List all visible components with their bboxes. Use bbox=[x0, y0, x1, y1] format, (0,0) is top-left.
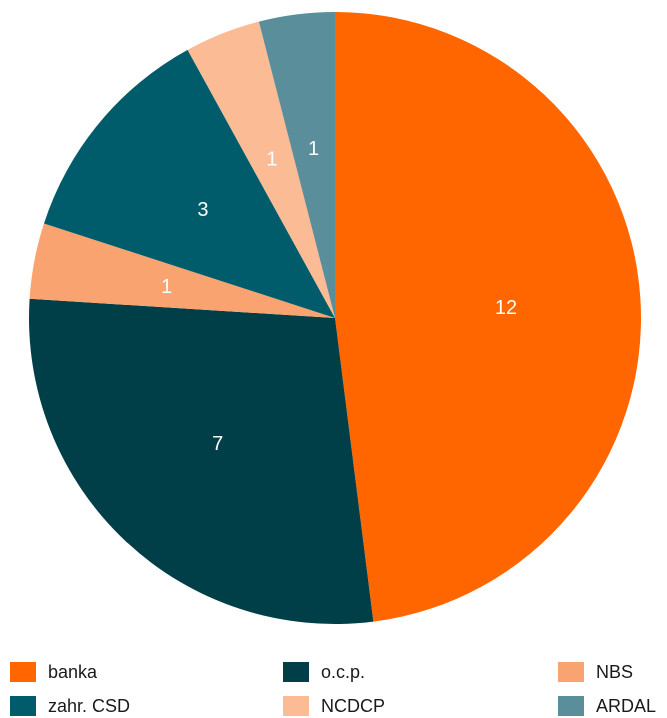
legend-swatch-ocp bbox=[283, 662, 309, 682]
pie-slice-nbs bbox=[29, 223, 335, 318]
legend-swatch-zahr-csd bbox=[10, 696, 36, 716]
data-label-nbs: 1 bbox=[161, 276, 172, 298]
data-label-zahr-csd: 3 bbox=[197, 199, 208, 221]
pie-slice-zahr-csd bbox=[43, 49, 335, 318]
data-label-o-c-p: 7 bbox=[212, 433, 223, 455]
pie-slices bbox=[29, 12, 642, 624]
pie-slice-banka bbox=[335, 12, 642, 622]
legend-swatch-ncdcp bbox=[283, 696, 309, 716]
pie-slice-o-c-p bbox=[29, 298, 374, 624]
pie-slice-ncdcp bbox=[187, 21, 335, 318]
pie-data-labels: 12 7 1 3 1 1 bbox=[161, 138, 517, 455]
legend-label-ardal: ARDAL bbox=[596, 695, 657, 716]
legend-label-banka: banka bbox=[48, 661, 98, 682]
legend-item-ocp: o.c.p. bbox=[283, 660, 365, 684]
legend-item-banka: banka bbox=[10, 660, 97, 684]
legend-label-nbs: NBS bbox=[596, 661, 634, 682]
legend: banka o.c.p. NBS zahr. CSD NCDCP ARDAL bbox=[0, 658, 667, 717]
pie-chart: 12 7 1 3 1 1 bbox=[29, 12, 642, 624]
data-label-ardal: 1 bbox=[308, 138, 319, 160]
legend-swatch-nbs bbox=[558, 662, 584, 682]
legend-swatch-ardal bbox=[558, 696, 584, 716]
pie-slice-ardal bbox=[258, 12, 335, 318]
legend-label-ocp: o.c.p. bbox=[321, 661, 366, 682]
legend-swatch-banka bbox=[10, 662, 36, 682]
legend-item-zahr-csd: zahr. CSD bbox=[10, 694, 130, 718]
legend-label-ncdcp: NCDCP bbox=[321, 695, 386, 716]
legend-item-ncdcp: NCDCP bbox=[283, 694, 385, 718]
data-label-banka: 12 bbox=[495, 297, 517, 319]
legend-item-nbs: NBS bbox=[558, 660, 633, 684]
legend-label-zahr-csd: zahr. CSD bbox=[48, 695, 131, 716]
data-label-ncdcp: 1 bbox=[266, 149, 277, 171]
legend-item-ardal: ARDAL bbox=[558, 694, 656, 718]
